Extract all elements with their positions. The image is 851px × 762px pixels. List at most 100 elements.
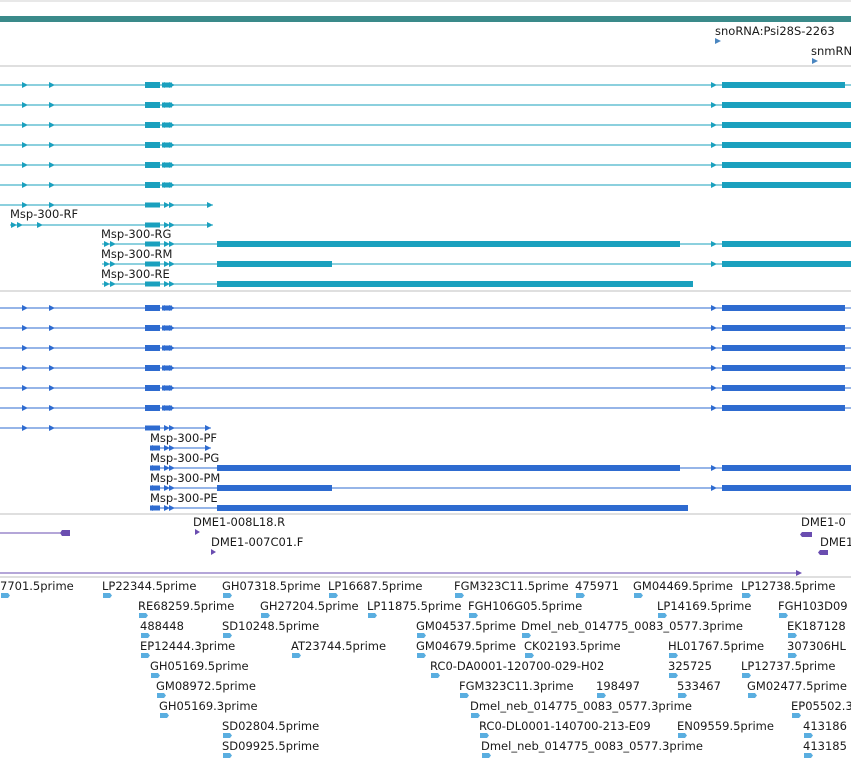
blue-protein-2-exon-2[interactable]: [722, 345, 845, 351]
blue-protein-1-exon-1[interactable]: [162, 325, 172, 331]
teal-transcript-4-exon-1[interactable]: [162, 162, 172, 168]
est-feature-label[interactable]: EK187128: [787, 619, 846, 633]
blue-protein-4-exon-1[interactable]: [162, 385, 172, 391]
est-feature-marker-icon[interactable]: [103, 593, 112, 598]
dme-label-3[interactable]: DME1-0: [801, 515, 846, 529]
est-feature-label[interactable]: 413185: [803, 739, 847, 753]
teal-transcript-7-exon-0[interactable]: [145, 222, 160, 228]
est-feature-label[interactable]: GM02477.5prime: [747, 679, 847, 693]
est-feature-marker-icon[interactable]: [522, 633, 531, 638]
est-feature-marker-icon[interactable]: [748, 693, 757, 698]
est-feature-label[interactable]: Dmel_neb_014775_0083_0577.3prime: [521, 619, 743, 633]
est-feature-marker-icon[interactable]: [471, 713, 480, 718]
est-feature-label[interactable]: Dmel_neb_014775_0083_0577.3prime: [470, 699, 692, 713]
teal-transcript-8-exon-2[interactable]: [722, 241, 851, 247]
est-feature-marker-icon[interactable]: [788, 653, 797, 658]
est-feature-marker-icon[interactable]: [329, 593, 338, 598]
blue-protein-2-exon-0[interactable]: [145, 345, 160, 351]
blue-protein-5-exon-1[interactable]: [162, 405, 172, 411]
blue-protein-3-exon-2[interactable]: [722, 365, 845, 371]
est-feature-marker-icon[interactable]: [788, 633, 797, 638]
teal-transcript-10-exon-1[interactable]: [217, 281, 693, 287]
teal-transcript-10-exon-0[interactable]: [145, 281, 160, 287]
est-feature-marker-icon[interactable]: [417, 633, 426, 638]
teal-transcript-9-exon-2[interactable]: [722, 261, 851, 267]
est-feature-marker-icon[interactable]: [431, 673, 440, 678]
teal-transcript-5-exon-1[interactable]: [162, 182, 172, 188]
blue-protein-7-exon-0[interactable]: [150, 445, 160, 451]
dme-marker-3-icon[interactable]: [800, 532, 812, 537]
teal-transcript-0-exon-1[interactable]: [162, 82, 172, 88]
teal-transcript-3-exon-1[interactable]: [162, 142, 172, 148]
est-feature-marker-icon[interactable]: [742, 593, 751, 598]
est-feature-label[interactable]: GM04469.5prime: [633, 579, 733, 593]
est-feature-marker-icon[interactable]: [141, 653, 150, 658]
teal-transcript-8-exon-1[interactable]: [217, 241, 680, 247]
est-feature-label[interactable]: GM08972.5prime: [156, 679, 256, 693]
est-feature-label[interactable]: SD02804.5prime: [222, 719, 319, 733]
est-feature-marker-icon[interactable]: [223, 733, 232, 738]
blue-protein-8-exon-0[interactable]: [150, 465, 160, 471]
est-feature-label[interactable]: EN09559.5prime: [677, 719, 774, 733]
teal-transcript-4-exon-0[interactable]: [145, 162, 160, 168]
est-feature-marker-icon[interactable]: [455, 593, 464, 598]
dme-marker-1-icon[interactable]: [195, 529, 200, 535]
dme-label-2[interactable]: DME1-007C01.F: [211, 535, 303, 549]
est-feature-label[interactable]: AT23744.5prime: [291, 639, 386, 653]
blue-protein-1-exon-0[interactable]: [145, 325, 160, 331]
dme-label-1[interactable]: DME1-008L18.R: [193, 515, 285, 529]
dme-long-arrow-icon[interactable]: [796, 570, 802, 576]
teal-transcript-0-exon-2[interactable]: [722, 82, 845, 88]
est-feature-marker-icon[interactable]: [658, 613, 667, 618]
est-feature-marker-icon[interactable]: [669, 653, 678, 658]
est-feature-marker-icon[interactable]: [678, 733, 687, 738]
blue-protein-8-exon-2[interactable]: [722, 465, 851, 471]
teal-transcript-5-exon-2[interactable]: [722, 182, 851, 188]
est-feature-label[interactable]: LP22344.5prime: [102, 579, 196, 593]
teal-transcript-2-exon-1[interactable]: [162, 122, 172, 128]
est-feature-label[interactable]: RC0-DL0001-140700-213-E09: [479, 719, 651, 733]
est-feature-label[interactable]: SD09925.5prime: [222, 739, 319, 753]
teal-transcript-2-exon-0[interactable]: [145, 122, 160, 128]
blue-protein-4-exon-0[interactable]: [145, 385, 160, 391]
transcript-label-re[interactable]: Msp-300-RE: [101, 267, 170, 281]
blue-protein-5-exon-2[interactable]: [722, 405, 845, 411]
transcript-label-rm[interactable]: Msp-300-RM: [101, 247, 172, 261]
est-feature-marker-icon[interactable]: [779, 613, 788, 618]
est-feature-label[interactable]: FGM323C11.3prime: [459, 679, 574, 693]
protein-label-pe[interactable]: Msp-300-PE: [150, 491, 218, 505]
dme-label-4[interactable]: DME1: [820, 535, 851, 549]
dme-left-arrow-icon[interactable]: [60, 530, 70, 536]
est-feature-marker-icon[interactable]: [469, 613, 478, 618]
est-feature-marker-icon[interactable]: [525, 653, 534, 658]
est-feature-marker-icon[interactable]: [151, 673, 160, 678]
est-feature-label[interactable]: GH27204.5prime: [260, 599, 359, 613]
est-feature-label[interactable]: LP14169.5prime: [657, 599, 751, 613]
blue-protein-2-exon-1[interactable]: [162, 345, 172, 351]
est-feature-label[interactable]: 413186: [803, 719, 847, 733]
protein-label-pg[interactable]: Msp-300-PG: [150, 451, 219, 465]
blue-protein-9-exon-2[interactable]: [722, 485, 851, 491]
est-feature-marker-icon[interactable]: [804, 753, 813, 758]
est-feature-label[interactable]: SD10248.5prime: [222, 619, 319, 633]
est-feature-marker-icon[interactable]: [634, 593, 643, 598]
blue-protein-8-exon-1[interactable]: [217, 465, 680, 471]
est-feature-label[interactable]: 198497: [596, 679, 640, 693]
est-feature-label[interactable]: GH07318.5prime: [222, 579, 321, 593]
est-feature-marker-icon[interactable]: [1, 593, 10, 598]
blue-protein-3-exon-0[interactable]: [145, 365, 160, 371]
blue-protein-5-exon-0[interactable]: [145, 405, 160, 411]
teal-transcript-8-exon-0[interactable]: [145, 241, 160, 247]
est-feature-marker-icon[interactable]: [742, 673, 751, 678]
est-feature-label[interactable]: 325725: [668, 659, 712, 673]
teal-transcript-6-exon-0[interactable]: [145, 202, 160, 208]
est-feature-marker-icon[interactable]: [792, 713, 801, 718]
teal-transcript-1-exon-0[interactable]: [145, 102, 160, 108]
est-feature-marker-icon[interactable]: [160, 713, 169, 718]
est-feature-marker-icon[interactable]: [368, 613, 377, 618]
est-feature-marker-icon[interactable]: [480, 733, 489, 738]
est-feature-label[interactable]: GH05169.3prime: [159, 699, 258, 713]
blue-protein-9-exon-1[interactable]: [217, 485, 332, 491]
est-feature-label[interactable]: RC0-DA0001-120700-029-H02: [430, 659, 604, 673]
est-feature-label[interactable]: GM04679.5prime: [416, 639, 516, 653]
